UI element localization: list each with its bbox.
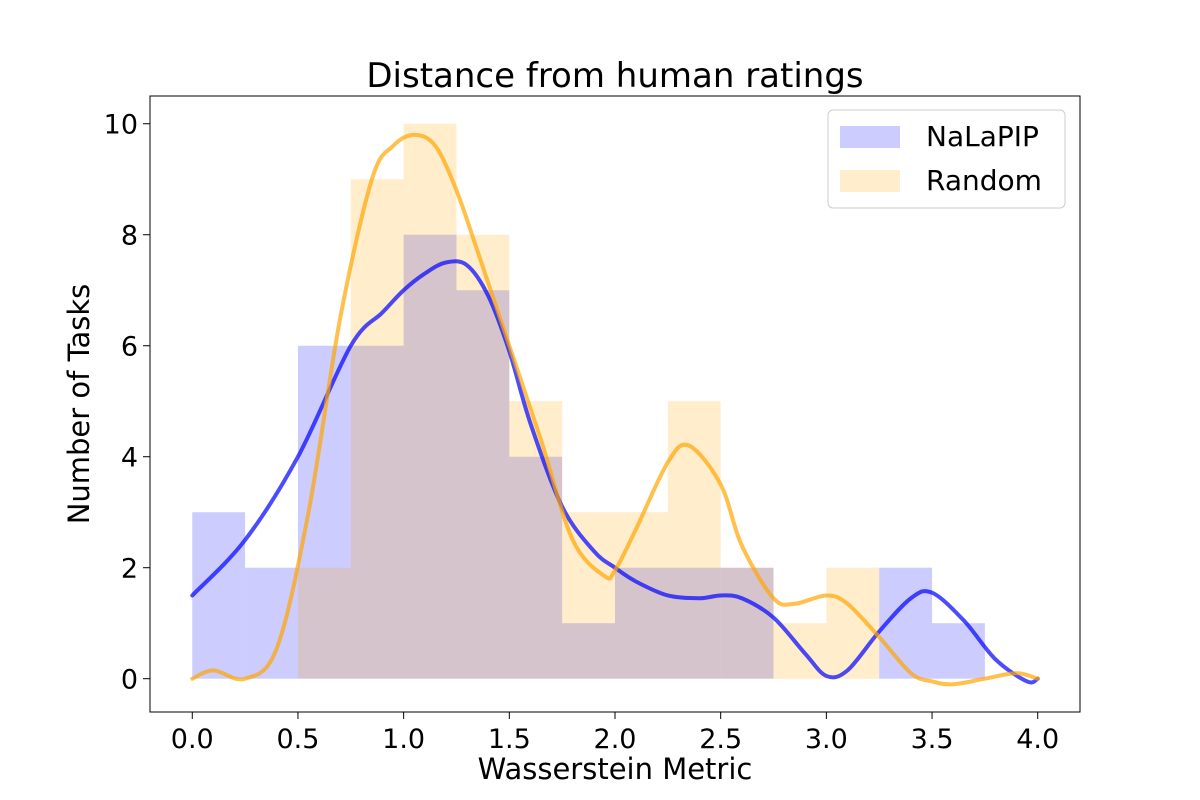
x-tick-label: 0.0: [171, 724, 214, 755]
x-axis-label: Wasserstein Metric: [478, 752, 753, 786]
y-axis-label: Number of Tasks: [62, 284, 96, 525]
bar-nalapip-3: [350, 345, 404, 679]
kde-line-nalapip: [190, 259, 1040, 685]
legend-swatch-nalapip: [840, 126, 900, 148]
kde-layer: [190, 132, 1040, 687]
bar-nalapip-9: [667, 567, 721, 679]
bar-random-9: [667, 401, 721, 679]
bar-nalapip-0: [192, 512, 246, 679]
bar-random-8: [615, 512, 668, 679]
bar-nalapip-6: [509, 456, 563, 679]
y-tick-label: 2: [121, 554, 138, 585]
bar-random-6: [509, 401, 563, 679]
legend-label-nalapip: NaLaPIP: [926, 120, 1039, 153]
y-tick-label: 10: [104, 110, 138, 141]
bar-nalapip-14: [932, 623, 985, 679]
bar-nalapip-7: [562, 623, 615, 679]
x-tick-label: 4.0: [1016, 724, 1059, 755]
y-tick-label: 4: [121, 443, 138, 474]
bar-random-3: [350, 179, 404, 679]
x-tick-label: 3.5: [911, 724, 954, 755]
x-axis-ticks: 0.0 0.5 1.0 1.5 2.0 2.5 3.0 3.5 4.0: [171, 712, 1059, 755]
legend-box: [827, 109, 1066, 209]
bar-nalapip-4: [403, 234, 457, 679]
x-tick-label: 0.5: [276, 724, 319, 755]
x-tick-label: 2.5: [699, 724, 742, 755]
kde-line-random: [190, 132, 1040, 687]
y-tick-label: 8: [121, 221, 138, 252]
bar-nalapip-5: [456, 290, 510, 679]
legend-label-random: Random: [926, 164, 1042, 197]
y-tick-label: 0: [121, 665, 138, 696]
x-tick-label: 1.5: [488, 724, 531, 755]
bar-random-2: [297, 567, 351, 679]
chart-title: Distance from human ratings: [366, 56, 863, 96]
bar-random-4: [403, 123, 457, 679]
bar-random-5: [456, 234, 510, 679]
y-axis-ticks: 0 2 4 6 8 10: [104, 110, 150, 696]
x-tick-label: 2.0: [594, 724, 637, 755]
bar-random-12: [826, 567, 880, 679]
y-tick-label: 6: [121, 332, 138, 363]
x-tick-label: 3.0: [805, 724, 848, 755]
x-tick-label: 1.0: [382, 724, 425, 755]
legend-swatch-random: [840, 170, 900, 192]
legend: NaLaPIP Random: [827, 109, 1066, 209]
